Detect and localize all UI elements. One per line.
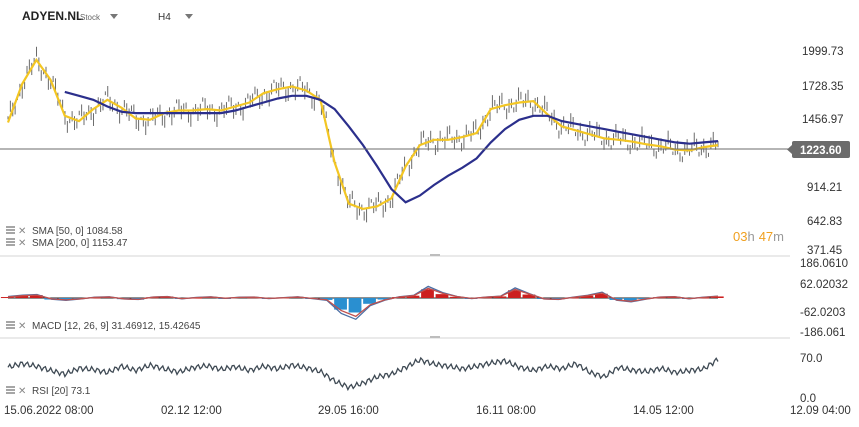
macd-signal-line [7,287,719,318]
macd-tick: 186.0610 [800,258,848,270]
macd-histogram-bar [58,298,72,300]
current-price-label: 1223.60 [800,145,842,157]
current-price-pointer [787,145,792,154]
close-icon[interactable]: ✕ [18,386,26,397]
symbol-name[interactable]: ADYEN.NL [22,9,83,23]
macd-histogram-bar [0,297,14,299]
macd-histogram-bar [450,296,463,298]
macd-histogram-bar [551,298,565,300]
macd-histogram-bar [623,298,637,301]
sma200-legend-label: SMA [200, 0] 1153.47 [32,238,128,249]
macd-tick: -62.0203 [800,307,845,319]
sma200-line [64,90,719,204]
settings-lines-icon[interactable] [6,238,15,246]
rsi-legend[interactable]: ✕ RSI [20] 73.1 [6,386,91,397]
x-axis-label: 12.09 04:00 [790,405,851,417]
candle-countdown: 03h 47m [733,229,784,244]
settings-lines-icon[interactable] [6,226,15,234]
sma200-legend[interactable]: ✕ SMA [200, 0] 1153.47 [6,238,128,249]
close-icon[interactable]: ✕ [18,238,26,249]
countdown-m-unit: m [773,229,784,244]
chevron-down-icon[interactable] [110,14,118,19]
price-panel[interactable] [6,46,719,223]
price-tick: 914.21 [807,182,842,194]
macd-histogram-bar [435,294,449,298]
macd-tick: -186.061 [800,327,845,339]
x-axis-label: 15.06.2022 08:00 [4,405,94,417]
price-tick: 1456.97 [802,114,844,126]
sma50-line [6,57,719,211]
instrument-type: Stock [80,13,101,22]
rsi-tick: 0.0 [800,393,816,405]
x-axis-label: 02.12 12:00 [161,405,222,417]
rsi-panel[interactable] [7,356,719,392]
macd-tick: 62.02032 [800,279,848,291]
x-axis-label: 29.05 16:00 [318,405,379,417]
macd-histogram-bar [406,295,420,298]
macd-drag-handle[interactable] [430,254,440,256]
macd-histogram-bar [319,298,333,300]
macd-histogram-bar [421,289,434,298]
x-axis-label: 14.05 12:00 [633,405,694,417]
price-tick: 642.83 [807,216,842,228]
macd-histogram-bar [594,293,608,298]
macd-histogram-bar [29,295,43,298]
chevron-down-icon[interactable] [185,14,193,19]
rsi-drag-handle[interactable] [430,336,440,338]
price-tick: 1728.35 [802,81,844,93]
macd-histogram-bar [377,298,391,300]
countdown-h-unit: h [747,229,754,244]
macd-histogram-bar [493,296,507,298]
macd-histogram-bar [710,296,724,298]
price-tick: 1999.73 [802,46,844,58]
rsi-tick: 70.0 [800,353,822,365]
macd-histogram-bar [334,298,347,310]
macd-histogram-bar [508,290,521,298]
macd-panel[interactable] [0,285,724,321]
macd-legend[interactable]: ✕ MACD [12, 26, 9] 31.46912, 15.42645 [6,321,201,332]
macd-histogram-bar [580,295,594,298]
close-icon[interactable]: ✕ [18,321,26,332]
close-icon[interactable]: ✕ [18,226,26,237]
settings-lines-icon[interactable] [6,386,15,394]
sma50-legend-label: SMA [50, 0] 1084.58 [32,226,123,237]
macd-histogram-bar [522,294,536,298]
countdown-minutes: 47 [759,229,773,244]
x-axis-label: 16.11 08:00 [476,405,536,417]
rsi-legend-label: RSI [20] 73.1 [32,386,91,397]
sma50-legend[interactable]: ✕ SMA [50, 0] 1084.58 [6,226,123,237]
macd-histogram-bar [348,298,362,313]
macd-line [7,285,719,321]
macd-legend-label: MACD [12, 26, 9] 31.46912, 15.42645 [32,321,201,332]
macd-histogram-bar [15,295,29,298]
price-tick: 371.45 [807,245,842,257]
current-price-box [792,141,850,158]
macd-histogram-bar [363,298,376,304]
countdown-hours: 03 [733,229,747,244]
rsi-line [7,356,719,392]
timeframe-selector[interactable]: H4 [158,12,171,23]
settings-lines-icon[interactable] [6,321,15,329]
